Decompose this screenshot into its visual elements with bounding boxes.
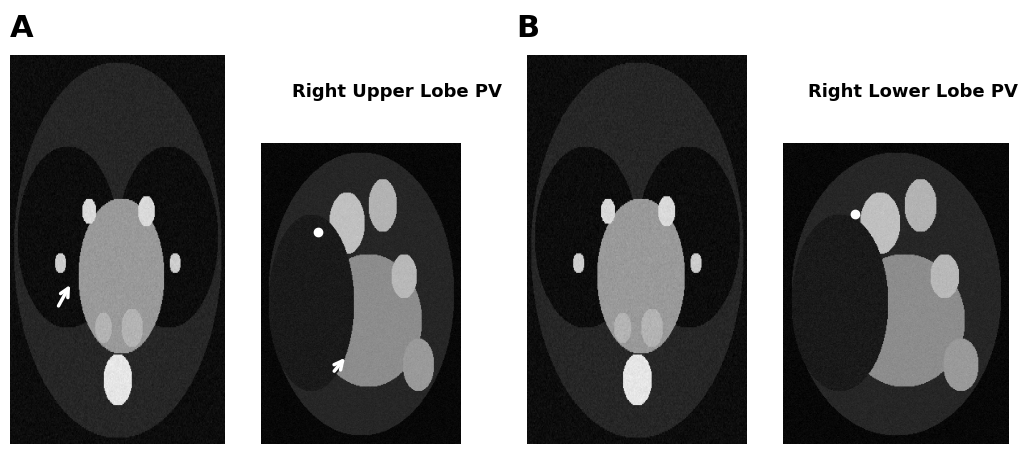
- Text: B: B: [517, 14, 540, 43]
- Text: Right Upper Lobe PV: Right Upper Lobe PV: [292, 83, 501, 101]
- Text: A: A: [10, 14, 34, 43]
- Text: Right Lower Lobe PV: Right Lower Lobe PV: [808, 83, 1018, 101]
